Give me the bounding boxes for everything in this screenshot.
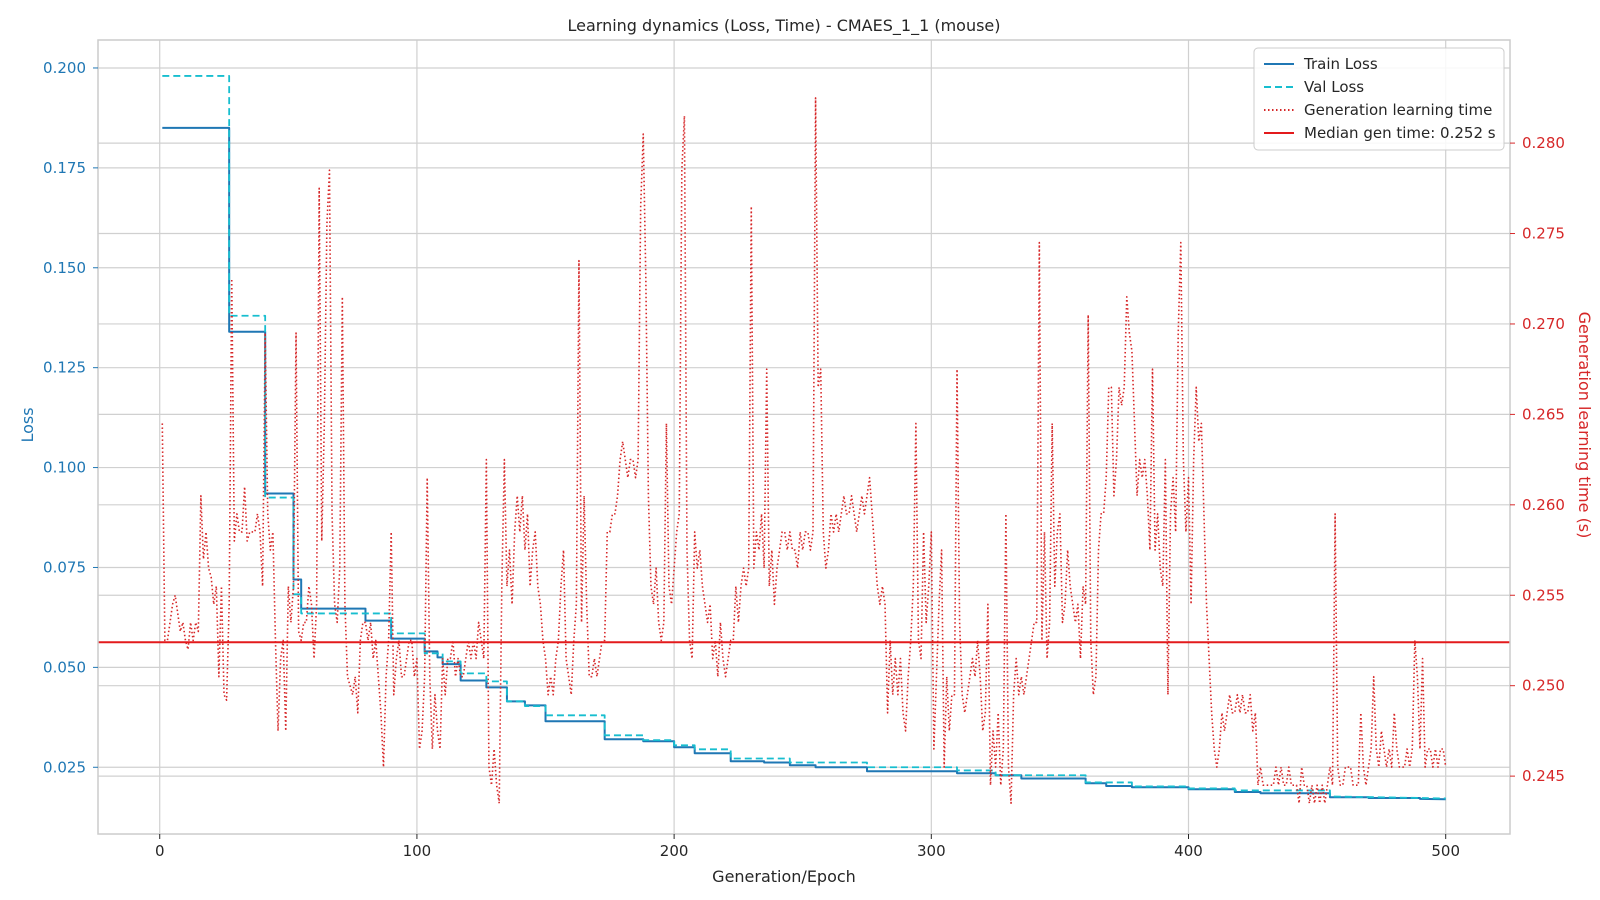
y-left-tick-label: 0.025 xyxy=(43,758,86,776)
y-left-tick-label: 0.050 xyxy=(43,658,86,676)
y-left-tick-label: 0.150 xyxy=(43,259,86,277)
y-left-tick-label: 0.075 xyxy=(43,558,86,576)
legend-label: Generation learning time xyxy=(1304,101,1492,119)
x-axis-label: Generation/Epoch xyxy=(712,867,856,886)
plot-area xyxy=(98,75,1510,805)
y-right-tick-label: 0.265 xyxy=(1522,405,1565,423)
x-tick-label: 200 xyxy=(660,842,689,860)
y-right-tick-label: 0.260 xyxy=(1522,496,1565,514)
legend: Train Loss Val Loss Generation learning ti… xyxy=(1253,47,1505,151)
x-tick-label: 500 xyxy=(1431,842,1460,860)
y-axis-right-label: Generation learning time (s) xyxy=(1575,312,1594,539)
y-right-tick-label: 0.280 xyxy=(1522,134,1565,152)
y-right-tick-label: 0.270 xyxy=(1522,315,1565,333)
y-left-tick-label: 0.100 xyxy=(43,459,86,477)
x-tick-label: 300 xyxy=(917,842,946,860)
y-right-tick-label: 0.245 xyxy=(1522,767,1565,785)
y-right-tick-label: 0.250 xyxy=(1522,677,1565,695)
grid xyxy=(98,40,1510,834)
series-val-loss xyxy=(162,75,1446,800)
x-tick-label: 400 xyxy=(1174,842,1203,860)
y-axis-left-label: Loss xyxy=(18,407,37,442)
series-generation-learning-time xyxy=(161,97,1447,805)
tick-labels: 0 100 200 300 400 500 0.025 0.050 0.075 0.100 0.12… xyxy=(43,59,1565,860)
y-right-tick-label: 0.255 xyxy=(1522,586,1565,604)
legend-box xyxy=(1253,47,1505,151)
axes-frame xyxy=(97,39,1511,835)
legend-label: Val Loss xyxy=(1304,78,1364,96)
y-left-tick-label: 0.200 xyxy=(43,59,86,77)
y-left-tick-label: 0.125 xyxy=(43,359,86,377)
chart-title: Learning dynamics (Loss, Time) - CMAES_1… xyxy=(567,16,1000,36)
y-left-tick-label: 0.175 xyxy=(43,159,86,177)
y-right-tick-label: 0.275 xyxy=(1522,225,1565,243)
x-tick-label: 100 xyxy=(403,842,432,860)
x-tick-label: 0 xyxy=(155,842,165,860)
legend-label: Train Loss xyxy=(1303,55,1378,73)
plot-frame xyxy=(97,39,1511,835)
legend-label: Median gen time: 0.252 s xyxy=(1304,124,1496,142)
